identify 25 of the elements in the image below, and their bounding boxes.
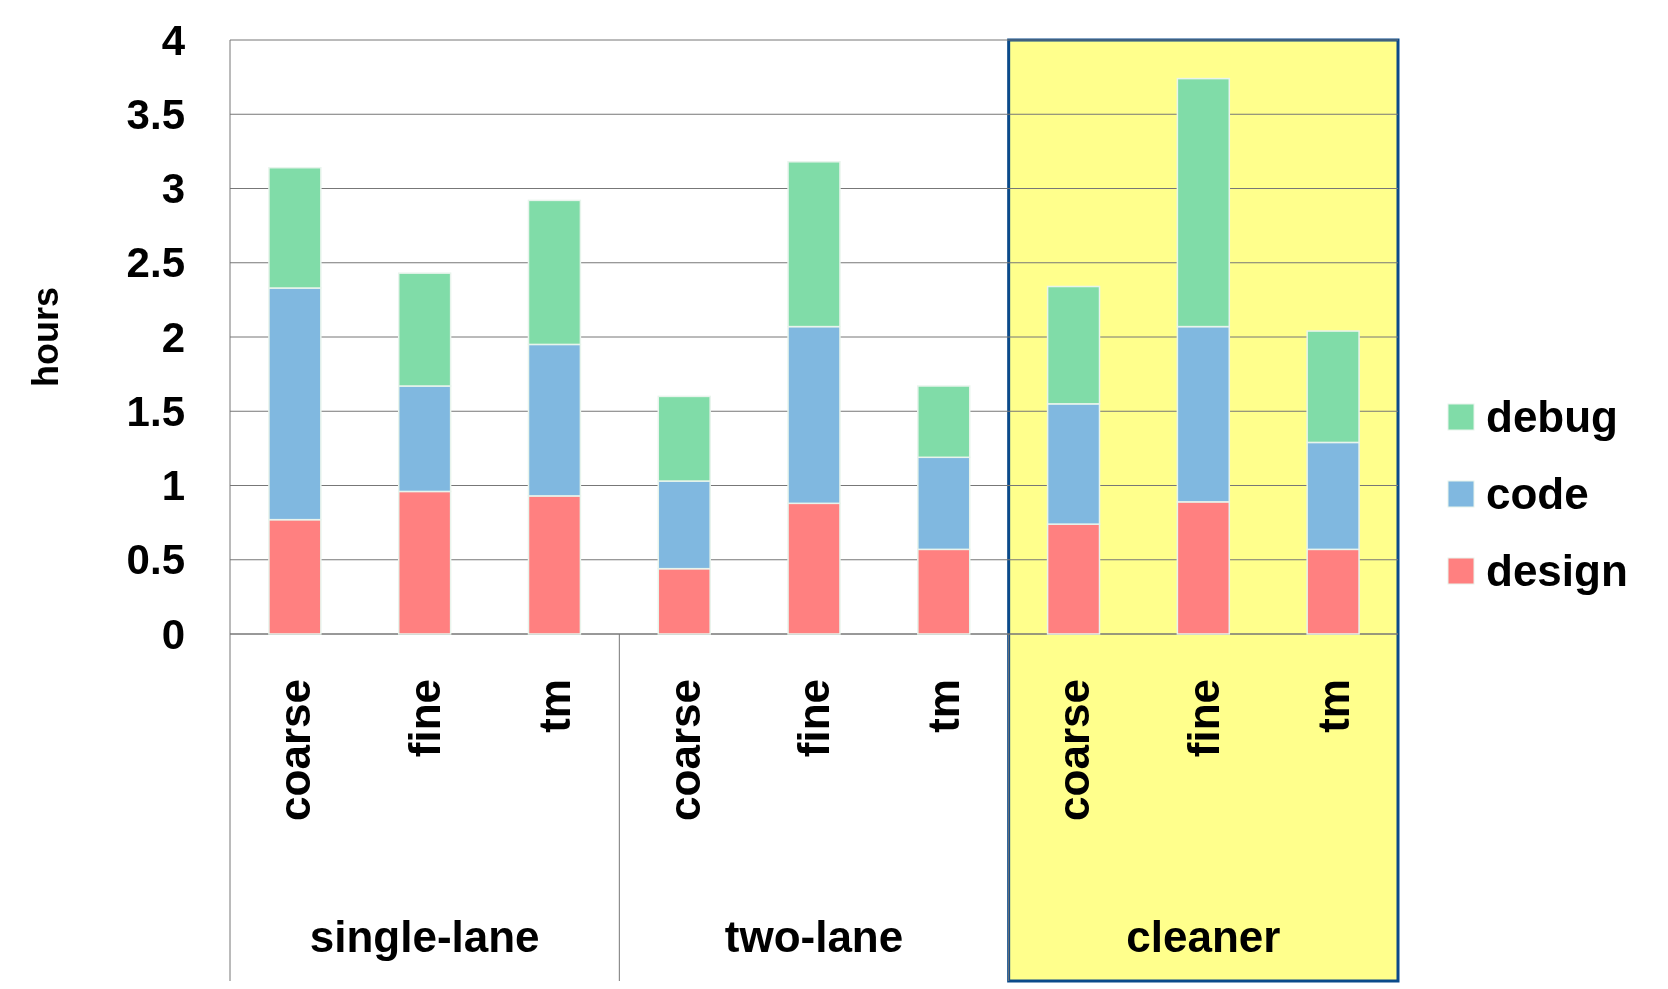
y-axis-title: hours <box>25 286 66 388</box>
x-tick-label: fine <box>1178 679 1228 758</box>
x-tick-label: coarse <box>1048 679 1098 821</box>
text: cleaner <box>1126 912 1281 961</box>
x-tick-label: tm <box>529 679 579 733</box>
y-tick-label: 1 <box>161 462 185 510</box>
y-tick-label: 3.5 <box>126 90 185 138</box>
legend-label: design <box>1486 546 1628 596</box>
legend-label: debug <box>1486 392 1618 442</box>
y-tick-label: 4 <box>161 16 186 64</box>
legend-label: code <box>1486 469 1589 519</box>
y-tick-label: 3 <box>161 165 185 213</box>
y-tick-label: 2 <box>161 313 185 361</box>
y-tick-label: 2.5 <box>126 239 185 287</box>
text: two-lane <box>724 912 904 961</box>
x-tick-label: coarse <box>270 679 320 821</box>
x-tick-label: tm <box>1308 679 1358 733</box>
x-tick-label: tm <box>919 679 969 733</box>
text: single-lane <box>309 912 540 961</box>
x-tick-label: fine <box>400 679 450 758</box>
y-tick-label: 1.5 <box>126 387 185 435</box>
y-tick-label: 0.5 <box>126 536 185 584</box>
x-tick-label: coarse <box>659 679 709 821</box>
x-tick-label: fine <box>789 679 839 758</box>
y-tick-label: 0 <box>161 610 185 658</box>
